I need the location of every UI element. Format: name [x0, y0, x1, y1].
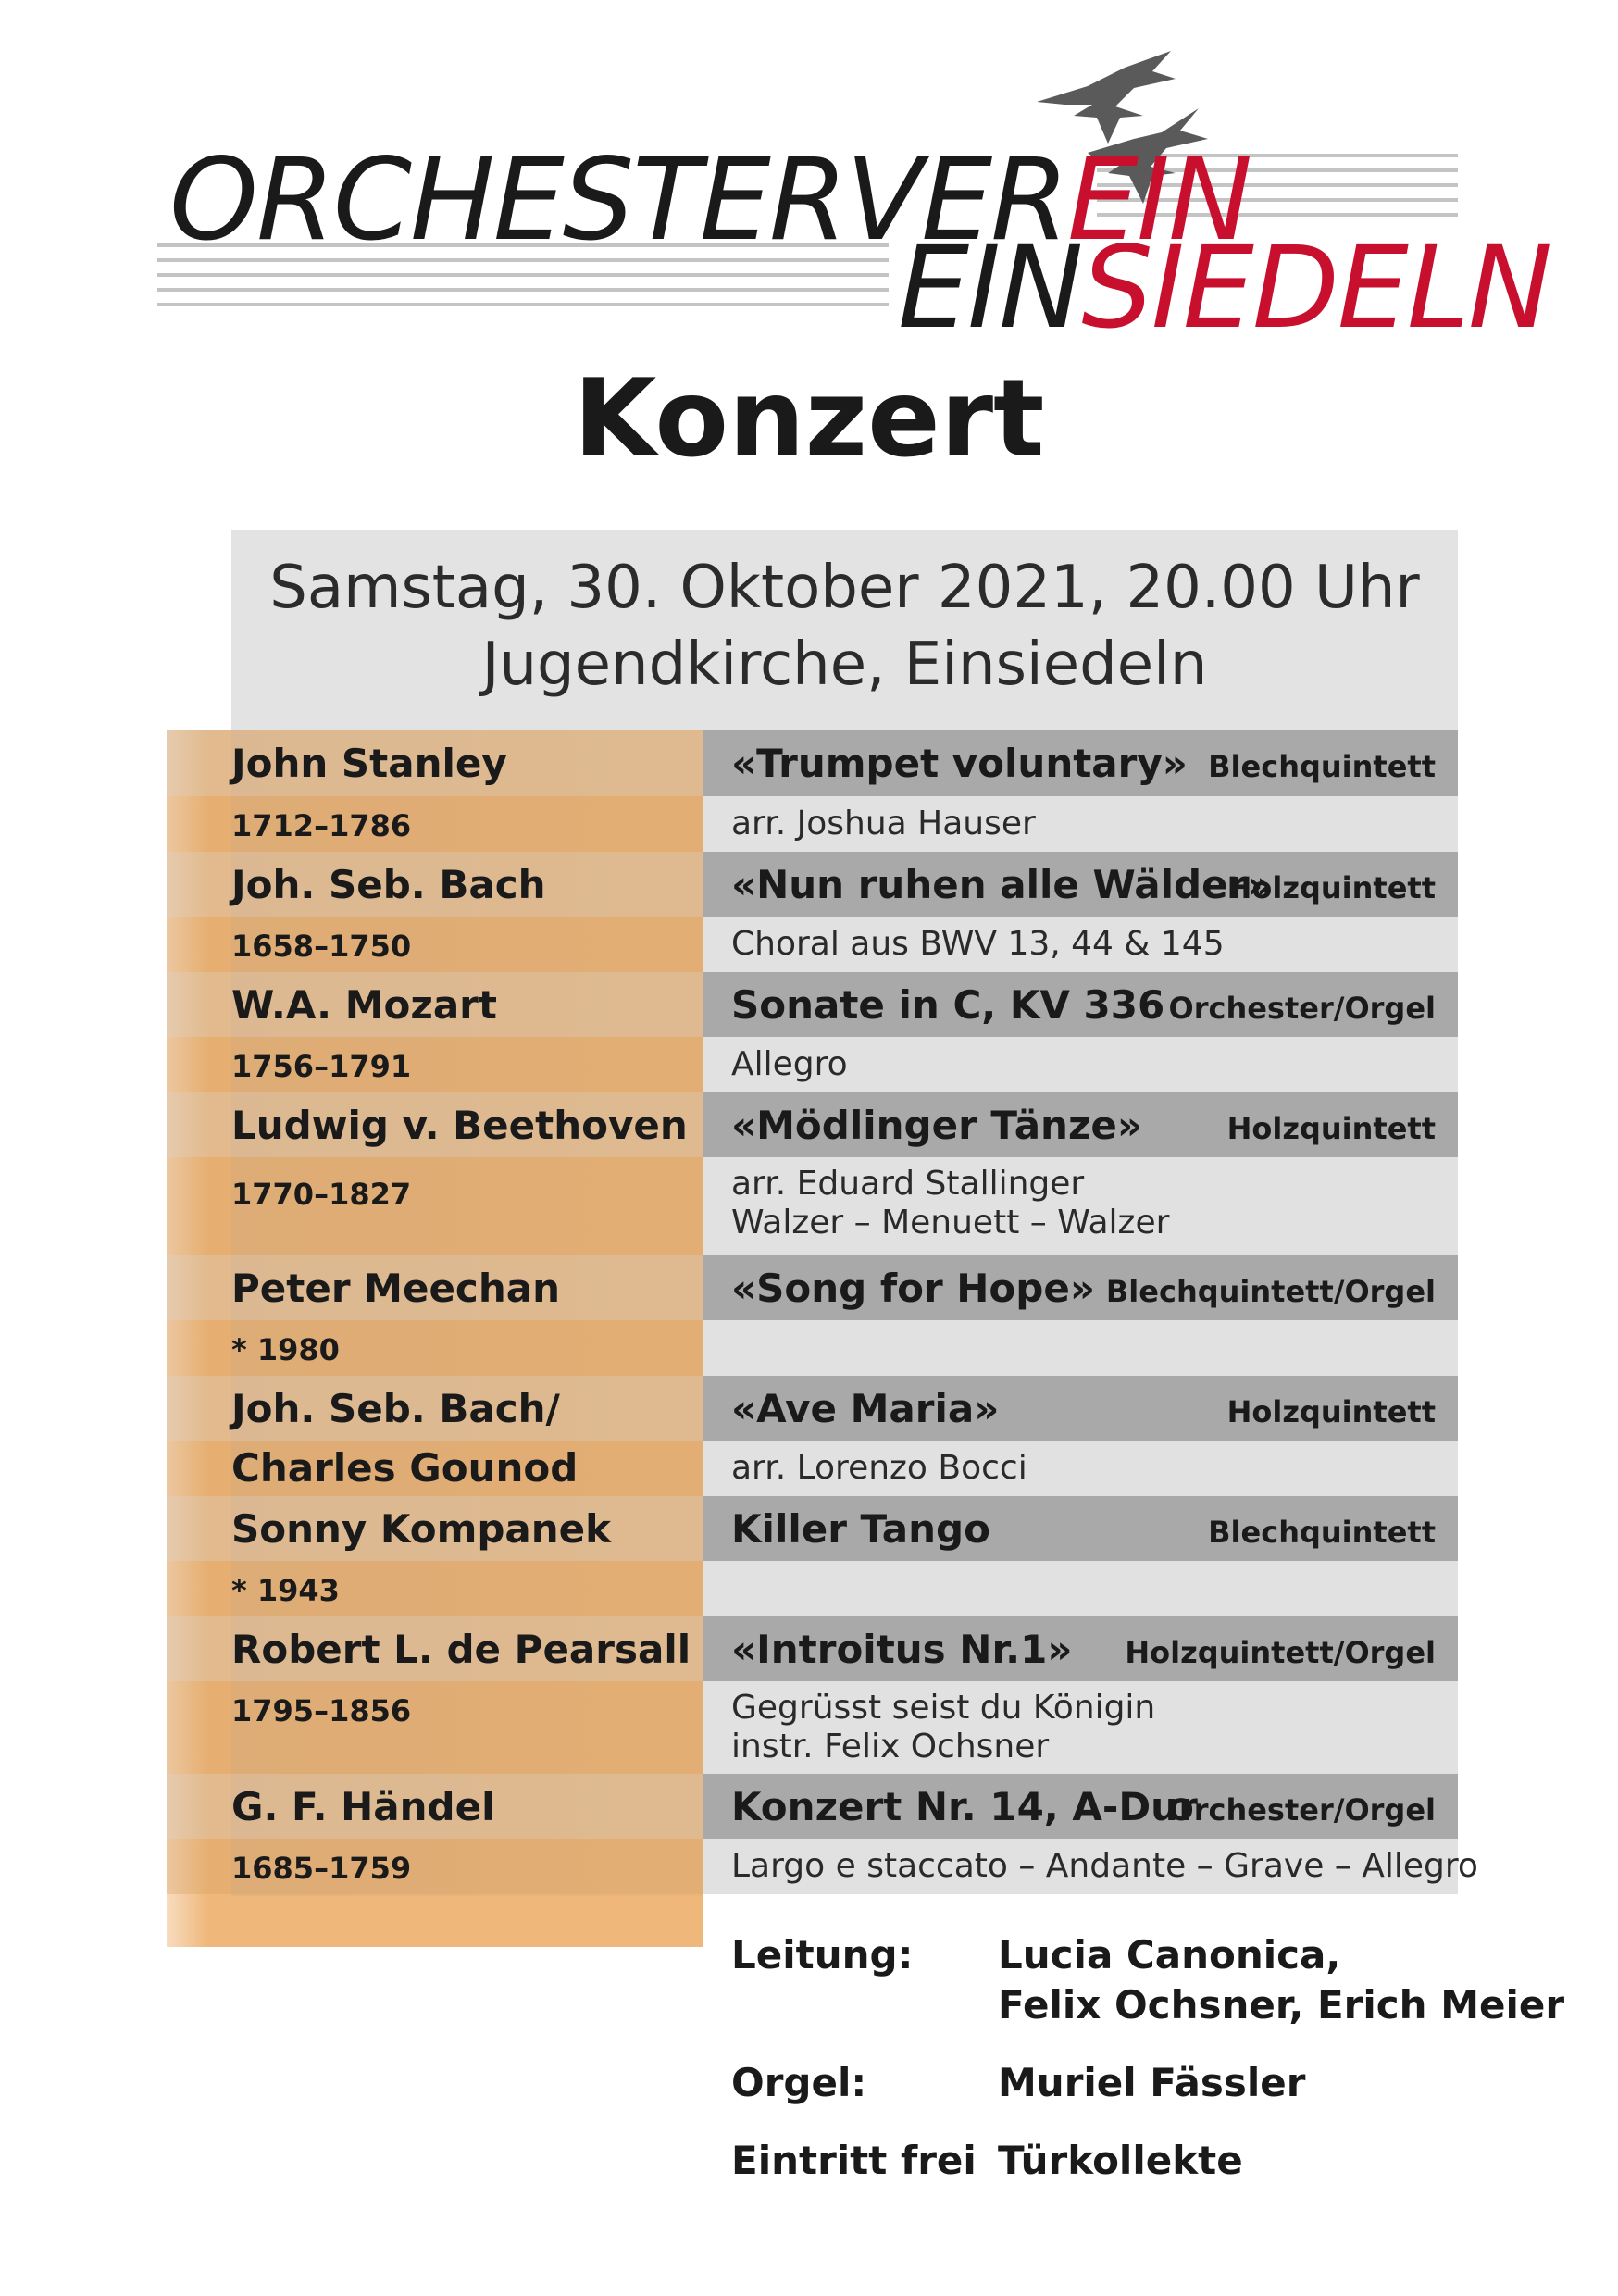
- conductor-names-2: Felix Ochsner, Erich Meier: [998, 1982, 1565, 2028]
- composer-name: Joh. Seb. Bach/: [231, 1386, 560, 1431]
- composer-years: 1795–1856: [231, 1693, 412, 1728]
- ensemble-label: Orchester/Orgel: [1168, 991, 1436, 1026]
- event-date-time: Samstag, 30. Oktober 2021, 20.00 Uhr: [269, 554, 1420, 622]
- piece-detail: arr. Lorenzo Bocci: [731, 1449, 1027, 1487]
- piece-title: «Nun ruhen alle Wälder»: [731, 862, 1273, 907]
- organist-name: Muriel Fässler: [998, 2060, 1306, 2105]
- ensemble-label: Orchester/Orgel: [1168, 1792, 1436, 1828]
- event-info-box: [231, 530, 1458, 730]
- program-item-details: Charles Gounod arr. Lorenzo Bocci: [167, 1441, 1458, 1496]
- ravens-icon: [1037, 51, 1208, 204]
- composer-years: 1756–1791: [231, 1049, 412, 1084]
- piece-detail: arr. Eduard Stallinger: [731, 1165, 1085, 1203]
- piece-title: «Trumpet voluntary»: [731, 741, 1188, 786]
- ensemble-label: Holzquintett: [1226, 1111, 1436, 1146]
- piece-title: Killer Tango: [731, 1506, 990, 1552]
- conductor-label: Leitung:: [731, 1932, 914, 1978]
- composer-name: Peter Meechan: [231, 1266, 560, 1311]
- composer-years: 1712–1786: [231, 808, 412, 843]
- composer-years: 1685–1759: [231, 1851, 412, 1886]
- admission-label: Eintritt frei: [731, 2138, 977, 2183]
- ensemble-label: Blechquintett/Orgel: [1105, 1274, 1436, 1309]
- piece-detail: Largo e staccato – Andante – Grave – All…: [731, 1847, 1478, 1885]
- logo-line-2: EINSIEDELN: [898, 222, 1552, 354]
- composer-name: G. F. Händel: [231, 1784, 495, 1829]
- ensemble-label: Holzquintett: [1226, 870, 1436, 905]
- program-item-details: 1658–1750 Choral aus BWV 13, 44 & 145: [167, 917, 1458, 972]
- piece-detail: Gegrüsst seist du Königin: [731, 1689, 1156, 1727]
- composer-years: * 1980: [231, 1332, 340, 1367]
- composer-name: W.A. Mozart: [231, 982, 497, 1028]
- conductor-names-1: Lucia Canonica,: [998, 1932, 1341, 1978]
- composer-name: Ludwig v. Beethoven: [231, 1103, 688, 1148]
- piece-detail: Choral aus BWV 13, 44 & 145: [731, 925, 1225, 963]
- page-title: Konzert: [573, 356, 1045, 481]
- program-item-details: 1685–1759 Largo e staccato – Andante – G…: [167, 1839, 1478, 1894]
- organ-label: Orgel:: [731, 2060, 867, 2105]
- logo-line-1: ORCHESTERVEREIN: [169, 134, 1252, 266]
- orchestra-logo: ORCHESTERVEREIN EINSIEDELN: [153, 51, 1552, 344]
- composer-name: Robert L. de Pearsall: [231, 1627, 691, 1672]
- composer-name: Joh. Seb. Bach: [231, 862, 546, 907]
- piece-title: Konzert Nr. 14, A-Dur: [731, 1784, 1198, 1829]
- ensemble-label: Holzquintett: [1226, 1394, 1436, 1429]
- ensemble-label: Blechquintett: [1208, 749, 1436, 784]
- program-item-heading: Joh. Seb. Bach/ «Ave Maria» Holzquintett: [167, 1376, 1458, 1441]
- program-item-details: * 1943: [167, 1561, 1458, 1616]
- piece-title: «Ave Maria»: [731, 1386, 1000, 1431]
- piece-detail-2: instr. Felix Ochsner: [731, 1728, 1050, 1766]
- logo-staff-lines: [157, 154, 1458, 306]
- composer-name-2: Charles Gounod: [231, 1445, 579, 1491]
- piece-title: «Song for Hope»: [731, 1266, 1095, 1311]
- program-item-heading: W.A. Mozart Sonate in C, KV 336 Orcheste…: [167, 972, 1458, 1037]
- ensemble-label: Blechquintett: [1208, 1515, 1436, 1550]
- piece-detail-2: Walzer – Menuett – Walzer: [731, 1204, 1170, 1242]
- program-item-details: 1756–1791 Allegro: [167, 1037, 1458, 1092]
- composer-name: Sonny Kompanek: [231, 1506, 612, 1552]
- program-item-details: 1712–1786 arr. Joshua Hauser: [167, 796, 1458, 852]
- composer-name: John Stanley: [231, 741, 507, 786]
- event-venue: Jugendkirche, Einsiedeln: [481, 630, 1208, 699]
- program-item-heading: G. F. Händel Konzert Nr. 14, A-Dur Orche…: [167, 1774, 1458, 1839]
- program-item-heading: Sonny Kompanek Killer Tango Blechquintet…: [167, 1496, 1458, 1561]
- composer-years: 1658–1750: [231, 929, 412, 964]
- program-item-details: * 1980: [167, 1320, 1458, 1376]
- composer-years: 1770–1827: [231, 1177, 412, 1212]
- admission-value: Türkollekte: [998, 2138, 1243, 2183]
- program-item-heading: John Stanley «Trumpet voluntary» Blechqu…: [167, 730, 1458, 796]
- program-item-details: 1795–1856 Gegrüsst seist du Königin inst…: [167, 1681, 1458, 1774]
- composer-years: * 1943: [231, 1573, 340, 1608]
- piece-detail: Allegro: [731, 1045, 848, 1083]
- piece-title: «Introitus Nr.1»: [731, 1627, 1073, 1672]
- program-item-heading: Ludwig v. Beethoven «Mödlinger Tänze» Ho…: [167, 1092, 1458, 1157]
- ensemble-label: Holzquintett/Orgel: [1125, 1635, 1436, 1670]
- piece-detail: arr. Joshua Hauser: [731, 805, 1036, 842]
- program-item-heading: Robert L. de Pearsall «Introitus Nr.1» H…: [167, 1616, 1458, 1681]
- program-item-heading: Joh. Seb. Bach «Nun ruhen alle Wälder» H…: [167, 852, 1458, 917]
- program-item-heading: Peter Meechan «Song for Hope» Blechquint…: [167, 1255, 1458, 1320]
- piece-title: «Mödlinger Tänze»: [731, 1103, 1143, 1148]
- program-item-details: 1770–1827 arr. Eduard Stallinger Walzer …: [167, 1157, 1458, 1255]
- piece-title: Sonate in C, KV 336: [731, 982, 1165, 1028]
